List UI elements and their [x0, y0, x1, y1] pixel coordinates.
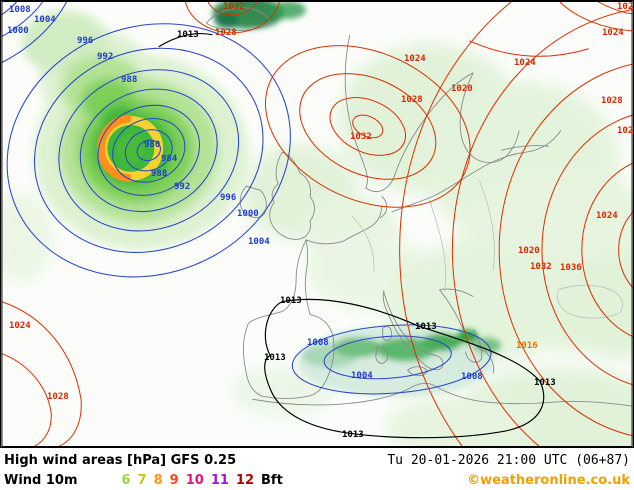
- borders: [351, 180, 624, 319]
- map-frame: [1, 1, 633, 447]
- bft-value: 9: [169, 472, 179, 488]
- coastlines: [205, 7, 633, 407]
- legend-row-bottom: Wind 10m 6 7 8 9 10 11 12 Bft ©weatheronline.co…: [4, 470, 630, 490]
- bft-value: 10: [185, 472, 204, 488]
- light-wind-shading: [1, 42, 633, 447]
- isobar-1013: [158, 33, 545, 439]
- datetime-label: Tu 20-01-2026 21:00 UTC (06+87): [387, 452, 630, 468]
- map-canvas: 1008 1004 1000 996 992 988 980 984 988 992 996 1000…: [0, 0, 634, 448]
- bft-value: 8: [153, 472, 163, 488]
- legend-row-top: High wind areas [hPa] GFS 0.25 Tu 20-01-…: [4, 450, 630, 470]
- bft-value: 11: [210, 472, 229, 488]
- map-title: High wind areas [hPa] GFS 0.25: [4, 452, 237, 468]
- bft-scale: 6 7 8 9 10 11 12 Bft: [122, 473, 283, 488]
- bft-value: 7: [137, 472, 147, 488]
- isobars-low: [1, 1, 492, 395]
- bft-value: 6: [121, 472, 131, 488]
- wind-10m-label: Wind 10m: [4, 472, 78, 488]
- legend-bar: High wind areas [hPa] GFS 0.25 Tu 20-01-…: [0, 448, 634, 490]
- bft-value: 12: [235, 472, 254, 488]
- bft-unit-label: Bft: [261, 472, 283, 488]
- map-graphic: [1, 1, 633, 447]
- isobars-high: [1, 1, 633, 447]
- copyright-label: ©weatheronline.co.uk: [467, 472, 630, 488]
- iceland-wind-cell: [212, 1, 307, 29]
